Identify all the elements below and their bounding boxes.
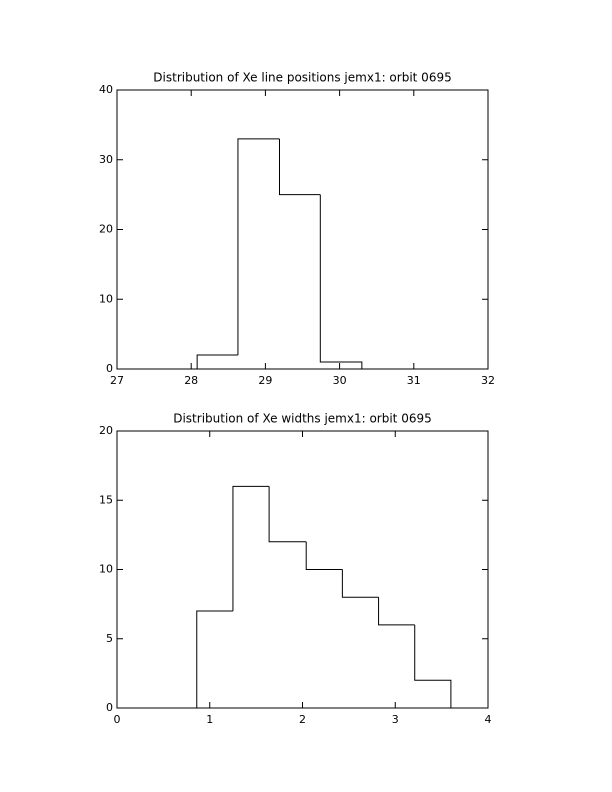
histogram-bin <box>341 569 379 598</box>
y-tick-label: 0 <box>106 701 113 714</box>
x-tick-label: 28 <box>184 374 198 387</box>
histogram-bin <box>414 624 452 708</box>
y-tick-label: 15 <box>99 493 113 506</box>
histogram-bin <box>196 610 233 708</box>
chart-title: Distribution of Xe line positions jemx1:… <box>153 71 451 85</box>
y-tick-label: 20 <box>99 223 113 236</box>
y-tick-label: 5 <box>106 632 113 645</box>
x-tick-label: 32 <box>481 374 495 387</box>
y-tick-label: 30 <box>99 153 113 166</box>
x-tick-label: 30 <box>333 374 347 387</box>
y-tick-label: 10 <box>99 563 113 576</box>
histogram-bin <box>232 485 270 612</box>
y-tick-label: 10 <box>99 292 113 305</box>
x-tick-label: 3 <box>392 713 399 726</box>
x-tick-label: 4 <box>485 713 492 726</box>
histogram-bin <box>305 541 343 570</box>
y-tick-label: 20 <box>99 424 113 437</box>
histogram-bin <box>319 194 363 369</box>
histogram-bin <box>237 138 280 356</box>
x-tick-label: 27 <box>110 374 124 387</box>
x-tick-label: 1 <box>206 713 213 726</box>
histogram-bin <box>268 486 307 543</box>
y-tick-label: 0 <box>106 362 113 375</box>
histogram-bin <box>378 597 415 626</box>
x-tick-label: 29 <box>258 374 272 387</box>
x-tick-label: 0 <box>114 713 121 726</box>
histogram-bin <box>196 354 238 369</box>
histogram-bin <box>278 138 321 196</box>
x-tick-label: 2 <box>299 713 306 726</box>
chart-title: Distribution of Xe widths jemx1: orbit 0… <box>173 412 432 426</box>
y-tick-label: 40 <box>99 83 113 96</box>
x-tick-label: 31 <box>407 374 421 387</box>
